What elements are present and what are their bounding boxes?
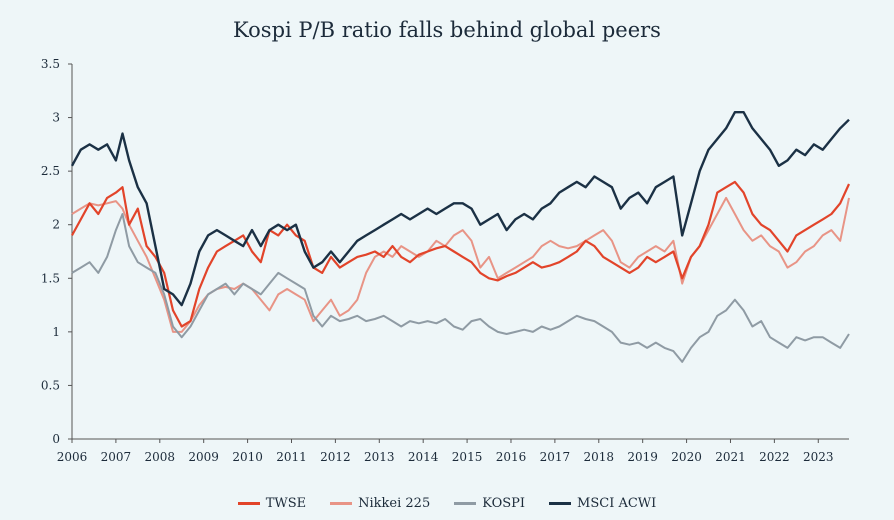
legend-label: TWSE: [265, 496, 307, 511]
x-tick-label: 2016: [496, 450, 527, 464]
x-tick-label: 2018: [584, 450, 615, 464]
y-tick-label: 3: [52, 111, 60, 125]
x-tick-label: 2015: [452, 450, 483, 464]
x-tick-label: 2006: [57, 450, 88, 464]
legend-label: KOSPI: [482, 496, 526, 511]
legend-label: Nikkei 225: [358, 496, 431, 511]
legend-swatch-msci-acwi: [549, 502, 572, 505]
x-tick-label: 2019: [627, 450, 658, 464]
legend-swatch-kospi: [454, 502, 477, 505]
x-tick-label: 2013: [364, 450, 395, 464]
y-tick-label: 1: [52, 325, 60, 339]
x-tick-label: 2014: [408, 450, 439, 464]
series-line-msci-acwi: [70, 110, 850, 307]
series-line-twse: [71, 180, 851, 328]
x-tick-label: 2011: [276, 450, 307, 464]
x-tick-label: 2007: [101, 450, 132, 464]
legend-item-twse: TWSE: [237, 496, 307, 511]
legend-item-msci-acwi: MSCI ACWI: [549, 496, 656, 511]
y-tick-label: 0: [52, 432, 60, 446]
x-tick-label: 2021: [715, 450, 746, 464]
x-tick-label: 2012: [320, 450, 351, 464]
y-tick-label: 1.5: [41, 271, 60, 285]
y-tick-label: 0.5: [41, 378, 60, 392]
legend-swatch-twse: [237, 502, 260, 505]
legend-swatch-nikkei-225: [330, 502, 353, 505]
x-tick-label: 2017: [540, 450, 571, 464]
x-tick-label: 2022: [759, 450, 790, 464]
legend-item-nikkei-225: Nikkei 225: [330, 496, 430, 511]
x-tick-label: 2023: [803, 450, 834, 464]
legend-label: MSCI ACWI: [577, 496, 657, 511]
x-tick-label: 2008: [145, 450, 176, 464]
x-tick-label: 2009: [188, 450, 219, 464]
x-tick-label: 2010: [232, 450, 263, 464]
series-line-nikkei-225: [71, 196, 850, 333]
legend-item-kospi: KOSPI: [454, 496, 525, 511]
y-tick-label: 2.5: [41, 164, 60, 178]
x-tick-label: 2020: [671, 450, 702, 464]
legend: TWSE Nikkei 225 KOSPI MSCI ACWI: [0, 494, 894, 511]
y-tick-label: 3.5: [41, 57, 60, 71]
chart-title: Kospi P/B ratio falls behind global peer…: [233, 18, 661, 42]
y-tick-label: 2: [52, 218, 60, 232]
series-line-kospi: [71, 213, 850, 363]
